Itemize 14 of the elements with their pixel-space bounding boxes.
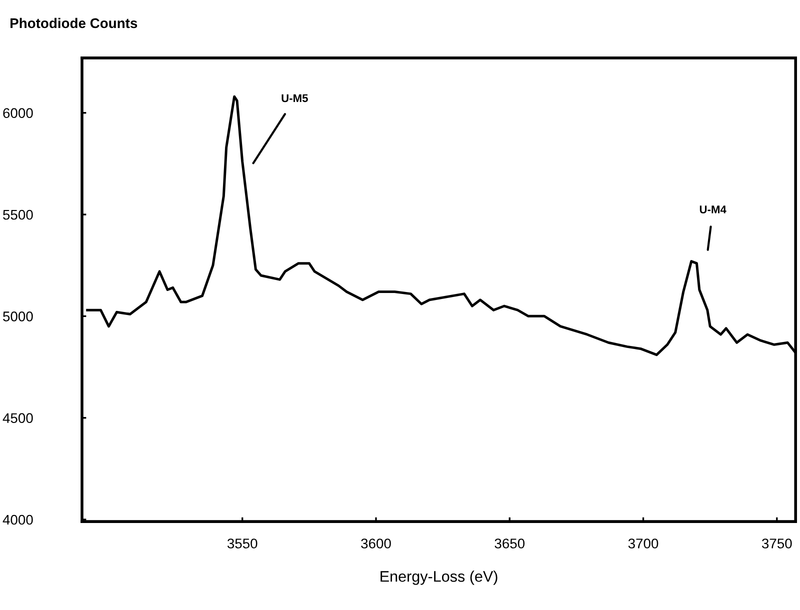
y-tick-label: 6000 [3, 108, 33, 118]
y-axis-title: Photodiode Counts [10, 18, 138, 28]
x-tick-label: 3700 [628, 538, 658, 548]
annotation: U-M5 [282, 94, 308, 102]
annotation: U-M4 [700, 206, 726, 214]
y-tick-label: 4500 [2, 413, 33, 424]
x-tick-label: 3650 [494, 538, 525, 548]
x-axis-title: Energy-Loss (eV) [380, 570, 498, 585]
x-tick-label: 3750 [762, 538, 792, 548]
y-tick-label: 5500 [3, 210, 33, 220]
y-tick-label: 4000 [2, 514, 33, 525]
y-tick-label: 5000 [3, 312, 33, 322]
x-tick-label: 3600 [361, 538, 391, 548]
x-tick-label: 3550 [227, 538, 258, 548]
